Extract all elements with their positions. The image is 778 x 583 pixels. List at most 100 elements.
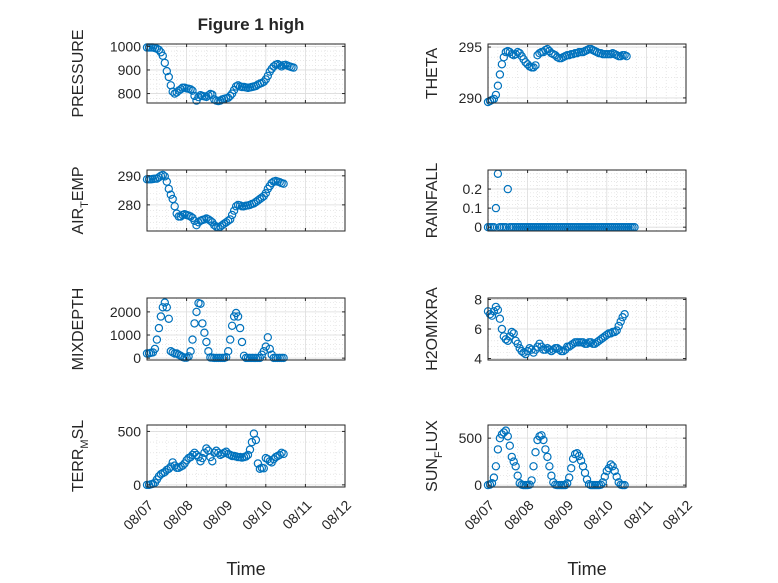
x-axis-label: Time bbox=[567, 559, 606, 579]
data-point bbox=[198, 319, 207, 328]
data-point bbox=[225, 450, 235, 460]
data-point bbox=[549, 345, 558, 354]
y-axis-label: H2OMIXRA bbox=[424, 287, 441, 371]
data-point bbox=[269, 62, 278, 71]
y-tick-label: 500 bbox=[118, 423, 142, 439]
data-point bbox=[152, 335, 162, 344]
data-point bbox=[612, 326, 621, 335]
y-tick-label: 0.2 bbox=[463, 181, 483, 197]
data-point bbox=[150, 344, 160, 354]
subplot-5: 0 1000 2000 MIXDEPTH bbox=[70, 288, 346, 370]
y-axis-label-main: AIR bbox=[70, 208, 87, 235]
data-point bbox=[231, 202, 241, 211]
y-tick-label: 6 bbox=[474, 321, 482, 337]
data-point bbox=[164, 314, 173, 323]
data-point bbox=[176, 351, 185, 360]
data-point bbox=[259, 464, 268, 473]
data-point bbox=[233, 81, 243, 90]
data-point bbox=[600, 472, 610, 481]
data-point bbox=[525, 480, 534, 489]
data-point bbox=[225, 335, 235, 344]
y-axis-label-main: PRESSURE bbox=[70, 29, 87, 117]
data-point bbox=[237, 337, 247, 347]
data-point bbox=[503, 336, 512, 345]
data-point bbox=[160, 298, 169, 307]
data-point bbox=[582, 339, 592, 348]
data-point bbox=[598, 478, 608, 487]
data-point bbox=[225, 91, 235, 101]
data-point bbox=[225, 215, 235, 224]
data-point bbox=[190, 319, 199, 328]
data-point bbox=[279, 449, 288, 459]
data-point bbox=[176, 85, 185, 94]
data-point bbox=[541, 445, 550, 454]
data-point bbox=[616, 317, 625, 326]
data-point bbox=[545, 462, 554, 471]
data-point bbox=[261, 342, 270, 351]
data-point bbox=[606, 460, 616, 469]
data-point bbox=[509, 329, 518, 338]
data-point bbox=[200, 328, 209, 337]
data-point bbox=[188, 335, 197, 344]
data-point bbox=[154, 323, 164, 333]
data-point bbox=[499, 53, 508, 62]
axes-box bbox=[487, 424, 687, 488]
data-point bbox=[529, 63, 538, 72]
data-point bbox=[267, 178, 276, 188]
data-point bbox=[192, 307, 201, 317]
data-point bbox=[578, 338, 588, 347]
data-point bbox=[204, 91, 213, 100]
data-point bbox=[160, 172, 169, 181]
axes-box bbox=[146, 43, 346, 104]
data-point bbox=[620, 310, 629, 319]
data-point bbox=[513, 339, 522, 348]
data-point bbox=[531, 61, 540, 70]
data-point bbox=[519, 348, 528, 357]
data-point bbox=[489, 473, 499, 482]
data-point bbox=[190, 91, 199, 101]
data-point bbox=[561, 480, 570, 490]
subplot-2: 290 295 THETA bbox=[424, 39, 687, 107]
y-tick-label: 8 bbox=[474, 291, 482, 307]
axes-box bbox=[146, 424, 346, 488]
subplot-3: 280 290 AIRTEMP bbox=[70, 166, 346, 235]
data-point bbox=[261, 188, 270, 198]
data-point bbox=[170, 461, 179, 470]
y-axis-label: TERRMSL bbox=[70, 420, 91, 492]
data-point bbox=[596, 480, 606, 489]
data-point bbox=[241, 452, 251, 461]
y-tick-label: 0 bbox=[474, 477, 482, 493]
data-point bbox=[279, 353, 288, 363]
y-axis-label: PRESSURE bbox=[70, 29, 87, 117]
data-point bbox=[275, 450, 284, 460]
data-point bbox=[543, 452, 552, 462]
data-point bbox=[200, 448, 209, 457]
data-point bbox=[263, 71, 272, 81]
data-point bbox=[164, 72, 173, 82]
data-point bbox=[608, 462, 617, 471]
data-point bbox=[186, 85, 195, 94]
data-point bbox=[503, 184, 512, 194]
data-point bbox=[190, 216, 199, 225]
y-axis-label-tail: SL bbox=[70, 420, 87, 440]
data-point bbox=[539, 435, 548, 445]
data-point bbox=[279, 179, 288, 188]
data-point bbox=[529, 462, 538, 471]
y-axis-label-subscript: T bbox=[79, 201, 91, 208]
data-point bbox=[501, 426, 510, 435]
data-point bbox=[202, 337, 211, 347]
data-point bbox=[251, 435, 261, 445]
data-point bbox=[229, 206, 239, 215]
data-point bbox=[574, 451, 584, 461]
y-axis-label-subscript: F bbox=[433, 451, 445, 458]
data-point bbox=[160, 58, 169, 68]
data-point bbox=[208, 457, 217, 466]
subplot-6: 4 6 8 H2OMIXRA bbox=[424, 287, 687, 371]
data-point bbox=[188, 86, 197, 95]
data-point bbox=[243, 450, 253, 460]
y-tick-label: 295 bbox=[459, 39, 483, 55]
data-point bbox=[568, 339, 578, 348]
y-tick-label: 290 bbox=[118, 168, 142, 184]
